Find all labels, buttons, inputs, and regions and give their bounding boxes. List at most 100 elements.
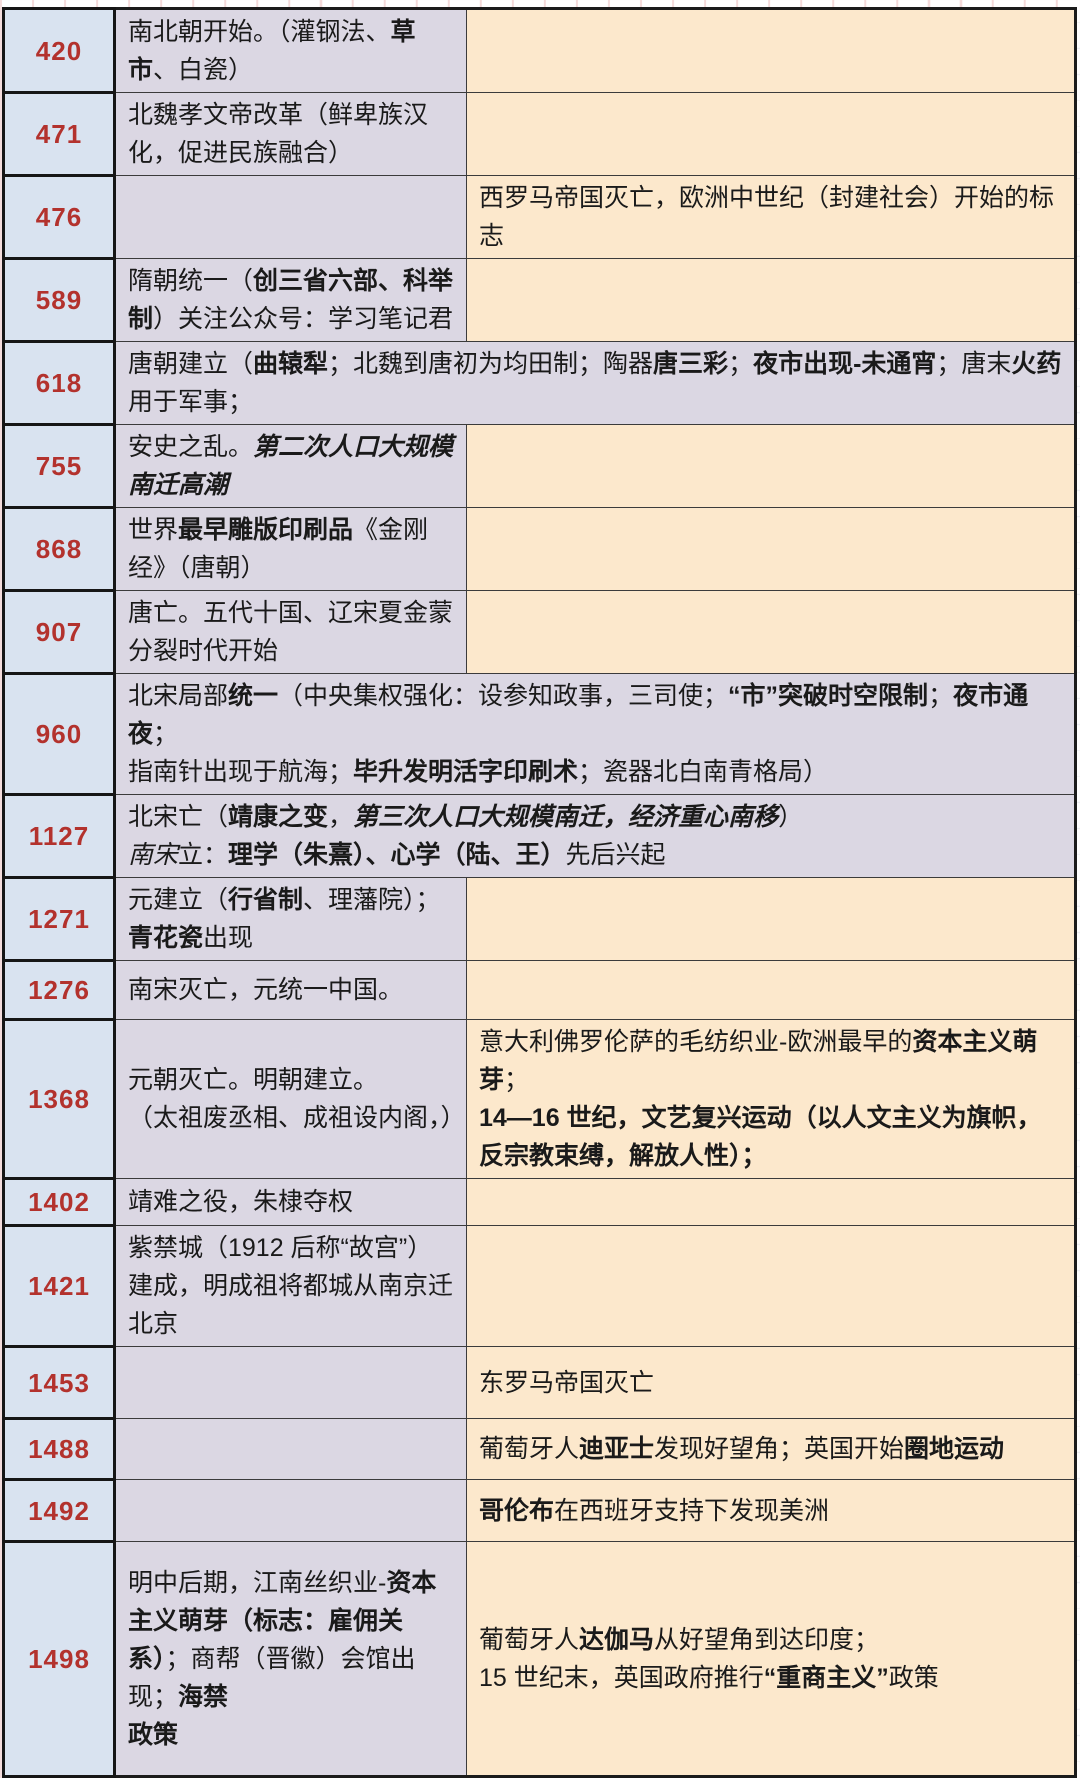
text-segment: 南宋灭亡，元统一中国。 (128, 976, 404, 1004)
year-cell: 960 (2, 672, 116, 796)
table-row: 1276 南宋灭亡，元统一中国。 (2, 959, 1076, 1021)
text-segment: 东罗马帝国灭亡 (479, 1368, 655, 1397)
text-segment: 从好望角到达印度； (654, 1625, 880, 1654)
world-event-cell (466, 1225, 1076, 1347)
text-segment: 北宋亡（ (128, 803, 229, 831)
year-cell: 755 (2, 423, 116, 509)
text-segment: 海禁 (178, 1682, 229, 1711)
table-row: 1498 明中后期，江南丝织业-资本主义萌芽（标志：雇佣关系）；商帮（晋徽）会馆出… (2, 1540, 1076, 1778)
text-segment: 发现好望角；英国开始 (654, 1435, 905, 1463)
text-segment: 南宋 (128, 841, 179, 869)
world-event-cell (466, 507, 1076, 591)
text-segment: 夜市通 (953, 682, 1029, 710)
text-segment: 统一 (228, 682, 279, 710)
text-segment: 唐亡。五代十国、辽宋夏金蒙分裂时代开始 (128, 599, 454, 665)
text-segment: 理学（朱熹）、心学（陆、王） (228, 841, 566, 869)
world-event-cell (466, 424, 1076, 508)
text-segment: 政策 (888, 1663, 939, 1692)
china-event-cell: 南北朝开始。（灌钢法、草市、白瓷） (114, 8, 467, 93)
table-row: 618 唐朝建立（曲辕犁；北魏到唐初为均田制；陶器唐三彩；夜市出现-未通宵；唐末火… (2, 340, 1076, 426)
year-cell: 420 (2, 7, 116, 94)
text-segment: ； (504, 1066, 530, 1094)
year-cell: 907 (2, 589, 116, 675)
china-event-cell: 唐朝建立（曲辕犁；北魏到唐初为均田制；陶器唐三彩；夜市出现-未通宵；唐末火药 用于… (114, 341, 1076, 425)
text-segment: 、白瓷） (153, 56, 254, 84)
text-segment: 明中后期，江南丝织业- (128, 1568, 387, 1597)
text-segment: 元朝灭亡。明朝建立。 (128, 1066, 379, 1094)
world-event-cell (466, 92, 1076, 176)
text-segment: 资本主义萌芽 (479, 1028, 1038, 1094)
table-row: 1271 元建立（行省制、理藩院）； 青花瓷出现 (2, 876, 1076, 962)
text-segment: （中央集权强化：设参知政事，三司使； (278, 682, 729, 710)
china-event-cell: 安史之乱。第二次人口大规模南迁高潮 (114, 424, 467, 508)
text-segment: 紫禁城（1912 后称“故宫”）建成，明成祖将都城从南京迁北京 (128, 1234, 454, 1338)
year-cell: 1498 (2, 1540, 116, 1778)
text-segment: 《金刚经》（唐朝） (128, 516, 429, 582)
year-cell: 618 (2, 340, 116, 426)
world-event-cell: 意大利佛罗伦萨的毛纺织业-欧洲最早的资本主义萌芽； 14—16 世纪，文艺复兴运动… (466, 1019, 1076, 1179)
text-segment: 行省制 (228, 886, 304, 914)
china-event-cell: 紫禁城（1912 后称“故宫”）建成，明成祖将都城从南京迁北京 (114, 1225, 467, 1347)
text-segment: “重商主义” (763, 1663, 889, 1692)
table-row: 1453 东罗马帝国灭亡 (2, 1345, 1076, 1420)
year-cell: 471 (2, 91, 116, 177)
china-event-cell (114, 1346, 467, 1419)
text-segment: 哥伦布 (479, 1496, 555, 1525)
year-cell: 1276 (2, 959, 116, 1021)
text-segment: 第二次人口大规模南迁高潮 (128, 433, 454, 499)
china-event-cell: 北宋局部统一（中央集权强化：设参知政事，三司使；“市”突破时空限制；夜市通 夜；指… (114, 673, 1076, 795)
china-event-cell (114, 175, 467, 259)
text-segment: 文艺复兴运动（以人文主义为旗帜，反宗教束缚，解放人性）； (479, 1104, 1042, 1170)
text-segment: 北宋局部 (128, 682, 229, 710)
world-event-cell: 葡萄牙人达伽马从好望角到达印度； 15 世纪末，英国政府推行“重商主义”政策 (466, 1541, 1076, 1777)
china-event-cell: 隋朝统一（创三省六部、科举制）关注公众号：学习笔记君 (114, 258, 467, 342)
text-segment: 世界 (128, 516, 179, 544)
china-event-cell: 北魏孝文帝改革（鲜卑族汉化，促进民族融合） (114, 92, 467, 176)
text-segment: 元建立（ (128, 886, 229, 914)
table-row: 960 北宋局部统一（中央集权强化：设参知政事，三司使；“市”突破时空限制；夜市通… (2, 672, 1076, 796)
text-segment: ， (328, 803, 354, 831)
text-segment: 意大利佛罗伦萨的毛纺织业-欧洲最早的 (479, 1028, 913, 1056)
world-event-cell: 葡萄牙人迪亚士发现好望角；英国开始圈地运动 (466, 1418, 1076, 1480)
text-segment: 最早雕版印刷品 (178, 516, 354, 544)
year-cell: 1127 (2, 793, 116, 879)
text-segment: 唐三彩 (653, 350, 729, 378)
year-cell: 868 (2, 506, 116, 592)
table-row: 1402 靖难之役，朱棣夺权 (2, 1177, 1076, 1227)
text-segment: （太祖废丞相、成祖设内阁，） (128, 1104, 466, 1132)
world-event-cell (466, 877, 1076, 961)
china-event-cell: 元朝灭亡。明朝建立。 （太祖废丞相、成祖设内阁，） (114, 1019, 467, 1179)
table-row: 868 世界最早雕版印刷品《金刚经》（唐朝） (2, 506, 1076, 592)
world-event-cell: 东罗马帝国灭亡 (466, 1346, 1076, 1419)
china-event-cell: 唐亡。五代十国、辽宋夏金蒙分裂时代开始 (114, 590, 467, 674)
text-segment: 出现 (203, 924, 254, 952)
text-segment: ； (153, 720, 179, 748)
year-cell: 1488 (2, 1417, 116, 1481)
world-event-cell (466, 8, 1076, 93)
year-cell: 1402 (2, 1177, 116, 1227)
year-cell: 1492 (2, 1478, 116, 1543)
table-row: 1492 哥伦布在西班牙支持下发现美洲 (2, 1478, 1076, 1543)
table-row: 1488 葡萄牙人迪亚士发现好望角；英国开始圈地运动 (2, 1417, 1076, 1481)
year-cell: 1453 (2, 1345, 116, 1420)
text-segment: 迪亚士 (579, 1435, 655, 1463)
table-row: 420 南北朝开始。（灌钢法、草市、白瓷） (2, 7, 1076, 94)
text-segment: 毕升发明活字印刷术 (353, 758, 579, 786)
text-segment: 唐朝建立（ (128, 350, 254, 378)
table-row: 476 西罗马帝国灭亡，欧洲中世纪（封建社会）开始的标志 (2, 174, 1076, 260)
world-event-cell (466, 258, 1076, 342)
world-event-cell: 西罗马帝国灭亡，欧洲中世纪（封建社会）开始的标志 (466, 175, 1076, 259)
text-segment: 葡萄牙人 (479, 1435, 580, 1463)
text-segment: 西罗马帝国灭亡，欧洲中世纪（封建社会）开始的标志 (479, 184, 1055, 250)
china-event-cell: 明中后期，江南丝织业-资本主义萌芽（标志：雇佣关系）；商帮（晋徽）会馆出现；海禁… (114, 1541, 467, 1777)
text-segment: 圈地运动 (904, 1435, 1005, 1463)
text-segment: 安史之乱。 (128, 433, 254, 461)
text-segment: 14—16 世纪， (479, 1104, 642, 1132)
china-event-cell: 靖难之役，朱棣夺权 (114, 1178, 467, 1226)
china-event-cell: 世界最早雕版印刷品《金刚经》（唐朝） (114, 507, 467, 591)
text-segment: ） (778, 803, 804, 831)
text-segment: ；瓷器北白南青格局） (578, 758, 829, 786)
text-segment: 夜市出现-未通宵 (753, 350, 937, 378)
text-segment: 、理藩院）； (303, 886, 441, 914)
